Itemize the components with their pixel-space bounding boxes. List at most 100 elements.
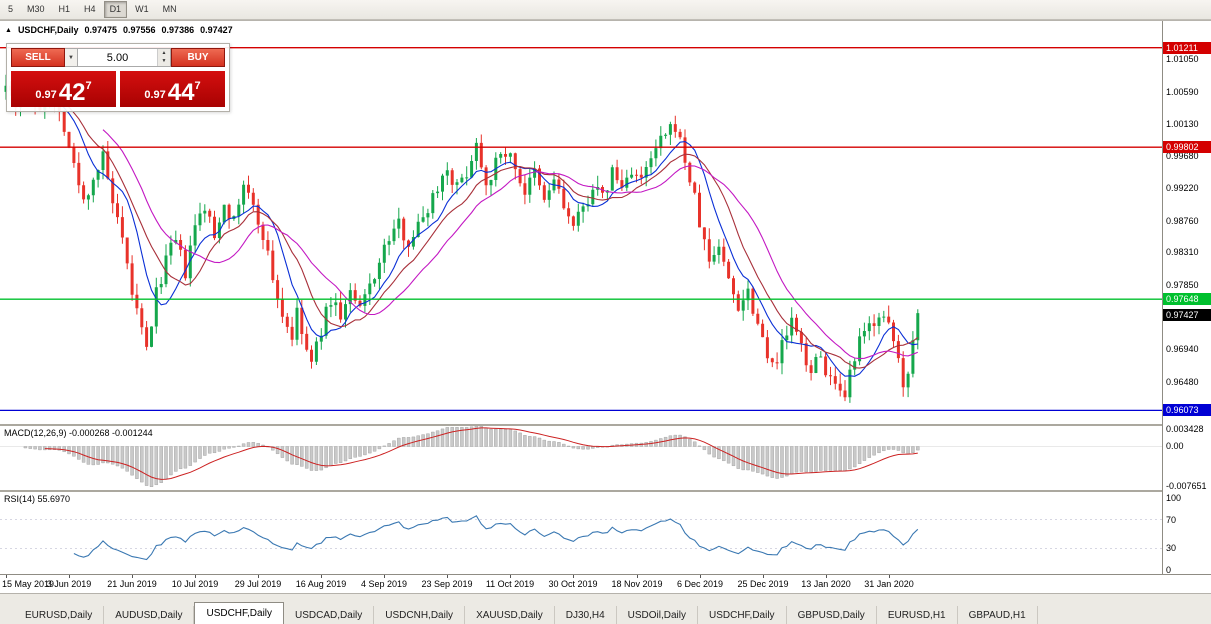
chart-tab-gbpaud-h1[interactable]: GBPAUD,H1 xyxy=(958,606,1038,624)
panel-separator[interactable] xyxy=(0,490,1211,492)
volume-decrement-button[interactable]: ▼ xyxy=(158,57,170,66)
timeframe-button-w1[interactable]: W1 xyxy=(129,1,155,18)
timeframe-button-m30[interactable]: M30 xyxy=(21,1,51,18)
price-tick: 0.99680 xyxy=(1166,150,1199,161)
price-line-label: 0.97648 xyxy=(1163,293,1211,306)
buy-button[interactable]: BUY xyxy=(171,48,225,67)
time-axis-border xyxy=(0,574,1211,575)
chart-window: 1.01050 1.00590 1.00130 0.99680 0.99220 0.987… xyxy=(0,20,1211,593)
timeframe-button-h1[interactable]: H1 xyxy=(53,1,77,18)
volume-dropdown-button[interactable]: ▼ xyxy=(65,48,78,67)
chart-header: ▲ USDCHF,Daily 0.97475 0.97556 0.97386 0… xyxy=(5,25,233,35)
sell-price-pips: 42 xyxy=(58,79,86,106)
macd-label: MACD(12,26,9) -0.000268 -0.001244 xyxy=(4,428,153,438)
chart-tab-usdcad-daily[interactable]: USDCAD,Daily xyxy=(284,606,375,624)
price-tick: 0.98310 xyxy=(1166,247,1199,258)
time-axis-label: 10 Jul 2019 xyxy=(171,579,219,589)
time-axis-label: 16 Aug 2019 xyxy=(295,579,347,589)
collapse-panel-icon[interactable]: ▲ xyxy=(5,26,12,34)
candlestick-chart[interactable] xyxy=(0,21,1162,424)
price-tick: 0.96940 xyxy=(1166,344,1199,355)
sell-price-display[interactable]: 0.97 42 7 xyxy=(11,71,116,107)
price-line-label: 0.96073 xyxy=(1163,404,1211,417)
time-axis-label: 4 Sep 2019 xyxy=(360,579,408,589)
chart-tab-usdoil-daily[interactable]: USDOil,Daily xyxy=(617,606,698,624)
time-tick-mark xyxy=(763,575,764,578)
sell-button[interactable]: SELL xyxy=(11,48,65,67)
price-tick: 0.97850 xyxy=(1166,279,1199,290)
sell-price-prefix: 0.97 xyxy=(35,89,57,101)
chart-tab-dj30-h4[interactable]: DJ30,H4 xyxy=(555,606,617,624)
rsi-tick: 100 xyxy=(1166,493,1182,503)
buy-price-prefix: 0.97 xyxy=(144,89,166,101)
rsi-tick: 70 xyxy=(1166,514,1177,525)
timeframe-toolbar: 5 M30 H1 H4 D1 W1 MN xyxy=(0,0,1211,20)
timeframe-button-d1[interactable]: D1 xyxy=(103,1,128,18)
rsi-tick: 0 xyxy=(1166,565,1172,575)
price-tick: 1.01050 xyxy=(1166,54,1199,65)
buy-price-point: 7 xyxy=(194,80,201,92)
sell-price-point: 7 xyxy=(85,80,92,92)
chart-tab-usdcnh-daily[interactable]: USDCNH,Daily xyxy=(374,606,466,624)
buy-price-display[interactable]: 0.97 44 7 xyxy=(120,71,225,107)
time-tick-mark xyxy=(69,575,70,578)
panel-separator[interactable] xyxy=(0,424,1211,426)
rsi-label: RSI(14) 55.6970 xyxy=(4,494,71,504)
time-tick-mark xyxy=(6,575,7,578)
chart-tab-eurusd-h1[interactable]: EURUSD,H1 xyxy=(877,606,958,624)
ohlc-open-value: 0.97475 xyxy=(84,25,117,35)
time-axis-label: 15 May 2019 xyxy=(2,579,55,589)
timeframe-button-h4[interactable]: H4 xyxy=(78,1,102,18)
chart-tab-xauusd-daily[interactable]: XAUUSD,Daily xyxy=(465,606,555,624)
price-tick: 1.00590 xyxy=(1166,86,1199,97)
time-tick-mark xyxy=(637,575,638,578)
time-axis[interactable]: 15 May 2019 3 Jun 2019 21 Jun 2019 10 Jul 2… xyxy=(0,575,1162,593)
price-scale[interactable]: 1.01050 1.00590 1.00130 0.99680 0.99220 0.987… xyxy=(1162,21,1211,575)
status-strip xyxy=(0,593,1211,601)
rsi-tick: 30 xyxy=(1166,543,1177,554)
chart-tab-gbpusd-daily[interactable]: GBPUSD,Daily xyxy=(787,606,877,624)
rsi-indicator-panel[interactable] xyxy=(0,492,1162,574)
chart-tab-audusd-daily[interactable]: AUDUSD,Daily xyxy=(104,606,195,624)
chart-tabs-bar: EURUSD,Daily AUDUSD,Daily USDCHF,Daily USDC… xyxy=(0,601,1211,624)
time-axis-label: 3 Jun 2019 xyxy=(46,579,92,589)
timeframe-button-5[interactable]: 5 xyxy=(2,1,19,18)
one-click-trading-panel: SELL ▼ ▲ ▼ BUY 0.97 42 7 0.9 xyxy=(6,43,230,112)
time-tick-mark xyxy=(384,575,385,578)
price-tick: 0.96480 xyxy=(1166,376,1199,387)
time-tick-mark xyxy=(447,575,448,578)
macd-indicator-panel[interactable] xyxy=(0,425,1162,490)
time-tick-mark xyxy=(573,575,574,578)
buy-price-pips: 44 xyxy=(167,79,195,106)
time-axis-label: 18 Nov 2019 xyxy=(611,579,663,589)
volume-field-wrap: ▲ ▼ xyxy=(78,48,171,67)
price-tick: 0.98760 xyxy=(1166,215,1199,226)
time-tick-mark xyxy=(889,575,890,578)
time-axis-label: 11 Oct 2019 xyxy=(485,579,535,589)
price-tick: 1.00130 xyxy=(1166,119,1199,130)
macd-tick: 0.00 xyxy=(1166,441,1184,452)
volume-input[interactable] xyxy=(78,49,157,66)
volume-increment-button[interactable]: ▲ xyxy=(158,49,170,58)
time-axis-label: 21 Jun 2019 xyxy=(107,579,157,589)
chart-tab-usdchf-daily[interactable]: USDCHF,Daily xyxy=(194,602,285,624)
current-price-label: 0.97427 xyxy=(1163,308,1211,321)
chart-symbol-label: USDCHF,Daily xyxy=(17,25,79,35)
time-axis-label: 25 Dec 2019 xyxy=(737,579,789,589)
time-tick-mark xyxy=(258,575,259,578)
time-tick-mark xyxy=(826,575,827,578)
price-tick: 0.99220 xyxy=(1166,183,1199,194)
time-axis-label: 13 Jan 2020 xyxy=(801,579,851,589)
price-line-label: 1.01211 xyxy=(1163,41,1211,54)
time-axis-label: 30 Oct 2019 xyxy=(548,579,598,589)
timeframe-button-mn[interactable]: MN xyxy=(157,1,183,18)
volume-spinner: ▲ ▼ xyxy=(157,49,170,66)
chart-tab-eurusd-daily[interactable]: EURUSD,Daily xyxy=(14,606,105,624)
time-tick-mark xyxy=(132,575,133,578)
macd-tick: -0.007651 xyxy=(1166,480,1207,491)
ohlc-low-value: 0.97386 xyxy=(161,25,195,35)
chart-tab-usdchf-daily[interactable]: USDCHF,Daily xyxy=(698,606,787,624)
time-tick-mark xyxy=(321,575,322,578)
time-axis-label: 31 Jan 2020 xyxy=(864,579,914,589)
